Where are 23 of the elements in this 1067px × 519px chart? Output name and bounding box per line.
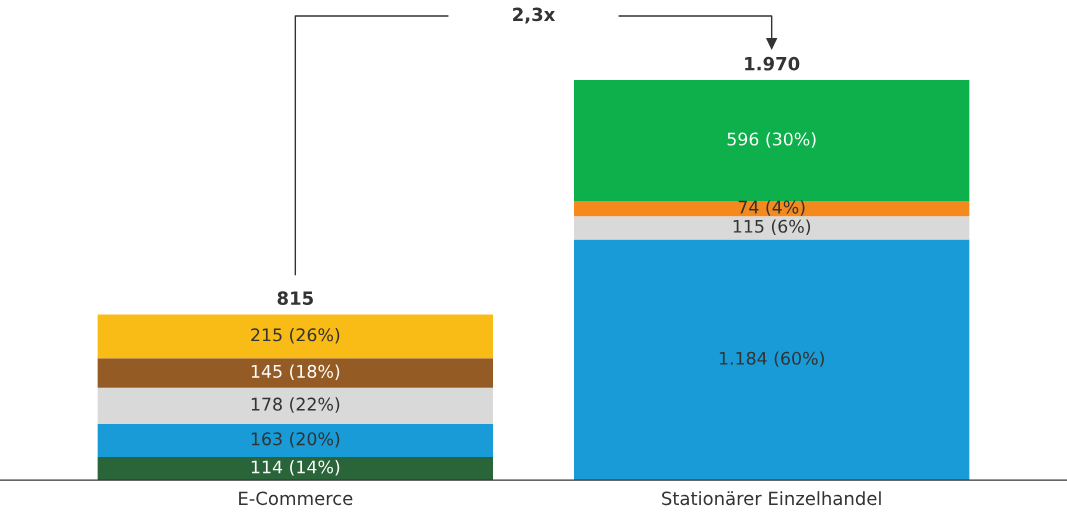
bar xyxy=(97,387,494,424)
data-label: 115 (6%) xyxy=(733,219,811,235)
bar xyxy=(97,314,494,359)
total-label: 1.970 xyxy=(745,56,800,71)
data-label: 74 (4%) xyxy=(738,200,805,216)
bar xyxy=(573,80,970,202)
data-label: 163 (20%) xyxy=(251,431,340,448)
x-tick-label: E-Commerce xyxy=(239,491,353,506)
data-label: 145 (18%) xyxy=(251,364,340,380)
bar xyxy=(97,423,494,457)
bar xyxy=(573,239,970,481)
data-label: 1.184 (60%) xyxy=(719,351,824,367)
total-label: 815 xyxy=(277,291,313,305)
text: 2,3x xyxy=(513,7,556,24)
x-tick-label: Stationärer Einzelhandel xyxy=(662,491,881,506)
bar xyxy=(97,358,494,388)
data-label: 114 (14%) xyxy=(251,460,340,476)
bar xyxy=(97,456,494,481)
data-label: 596 (30%) xyxy=(727,132,816,148)
data-label: 178 (22%) xyxy=(251,397,340,413)
bar xyxy=(573,201,970,217)
bar xyxy=(573,216,970,240)
data-label: 215 (26%) xyxy=(251,327,340,344)
